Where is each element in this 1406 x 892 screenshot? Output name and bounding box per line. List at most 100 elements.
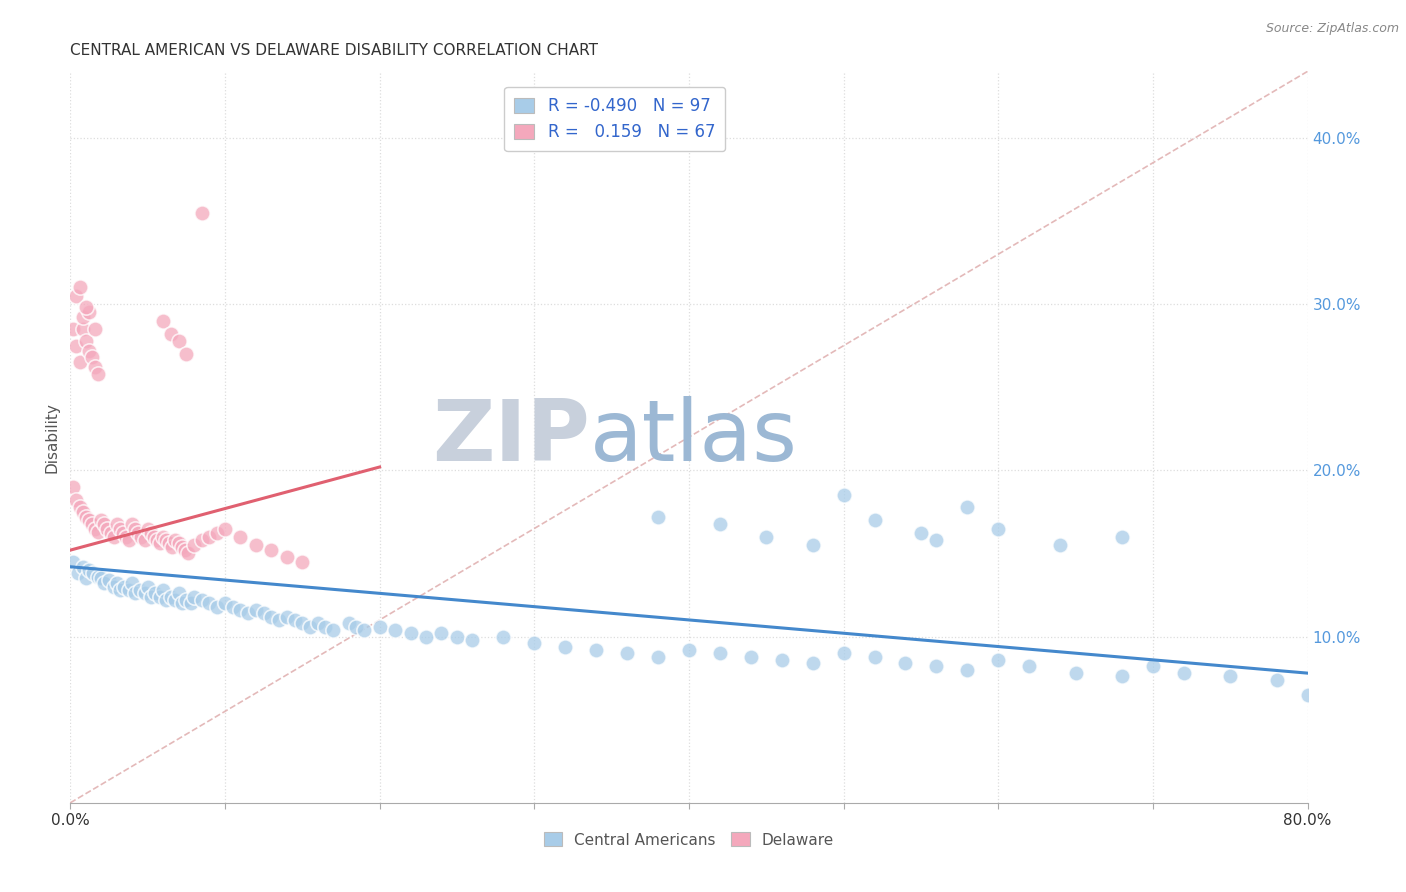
Point <box>1049 538 1071 552</box>
Point <box>69 500 91 514</box>
Point <box>987 653 1010 667</box>
Point <box>801 656 824 670</box>
Point <box>118 582 141 597</box>
Point <box>260 609 283 624</box>
Point <box>647 509 669 524</box>
Point <box>87 524 110 539</box>
Point <box>191 593 214 607</box>
Point <box>740 649 762 664</box>
Point <box>167 536 190 550</box>
Y-axis label: Disability: Disability <box>44 401 59 473</box>
Point <box>291 555 314 569</box>
Point <box>430 626 453 640</box>
Point <box>299 619 322 633</box>
Point <box>214 596 236 610</box>
Point <box>121 516 143 531</box>
Point <box>276 549 298 564</box>
Point <box>103 580 125 594</box>
Text: Source: ZipAtlas.com: Source: ZipAtlas.com <box>1265 22 1399 36</box>
Point <box>77 305 100 319</box>
Point <box>269 613 291 627</box>
Point <box>69 355 91 369</box>
Point <box>160 590 183 604</box>
Point <box>170 540 193 554</box>
Point <box>90 571 112 585</box>
Point <box>284 613 307 627</box>
Point <box>1018 659 1040 673</box>
Point <box>124 586 146 600</box>
Point <box>93 516 115 531</box>
Point <box>245 603 267 617</box>
Point <box>108 582 131 597</box>
Point <box>136 580 159 594</box>
Point <box>253 607 276 621</box>
Point <box>72 322 94 336</box>
Point <box>337 616 360 631</box>
Point <box>121 576 143 591</box>
Point <box>384 623 406 637</box>
Point <box>616 646 638 660</box>
Point <box>84 521 107 535</box>
Point <box>415 630 437 644</box>
Point <box>245 538 267 552</box>
Point <box>136 521 159 535</box>
Point <box>105 576 128 591</box>
Text: ZIP: ZIP <box>432 395 591 479</box>
Point <box>142 530 165 544</box>
Point <box>87 367 110 381</box>
Point <box>214 521 236 535</box>
Point <box>276 609 298 624</box>
Point <box>399 626 422 640</box>
Point <box>108 521 131 535</box>
Point <box>84 322 107 336</box>
Point <box>149 590 172 604</box>
Point <box>647 649 669 664</box>
Point <box>72 559 94 574</box>
Point <box>167 334 190 348</box>
Point <box>155 593 177 607</box>
Point <box>1265 673 1288 687</box>
Point <box>77 343 100 358</box>
Text: CENTRAL AMERICAN VS DELAWARE DISABILITY CORRELATION CHART: CENTRAL AMERICAN VS DELAWARE DISABILITY … <box>70 43 599 58</box>
Point <box>446 630 468 644</box>
Point <box>755 530 778 544</box>
Point <box>134 586 156 600</box>
Point <box>77 513 100 527</box>
Point <box>461 632 484 647</box>
Point <box>170 596 193 610</box>
Point <box>925 533 948 548</box>
Point <box>87 570 110 584</box>
Point <box>100 526 122 541</box>
Point <box>307 616 329 631</box>
Point <box>174 347 197 361</box>
Point <box>832 646 855 660</box>
Point <box>145 586 166 600</box>
Point <box>229 603 252 617</box>
Point <box>801 538 824 552</box>
Point <box>84 360 107 375</box>
Point <box>129 582 152 597</box>
Point <box>65 493 87 508</box>
Point <box>139 590 162 604</box>
Point <box>77 563 100 577</box>
Point <box>62 480 84 494</box>
Point <box>315 619 337 633</box>
Point <box>93 576 115 591</box>
Point <box>174 593 197 607</box>
Legend: Central Americans, Delaware: Central Americans, Delaware <box>537 826 841 854</box>
Point <box>165 593 187 607</box>
Point <box>131 530 153 544</box>
Point <box>925 659 948 673</box>
Point <box>72 505 94 519</box>
Point <box>863 649 886 664</box>
Point <box>183 590 205 604</box>
Point <box>80 516 103 531</box>
Point <box>115 530 138 544</box>
Point <box>160 326 183 341</box>
Point <box>222 599 245 614</box>
Point <box>770 653 793 667</box>
Point <box>956 500 979 514</box>
Point <box>956 663 979 677</box>
Point <box>118 533 141 548</box>
Point <box>103 530 125 544</box>
